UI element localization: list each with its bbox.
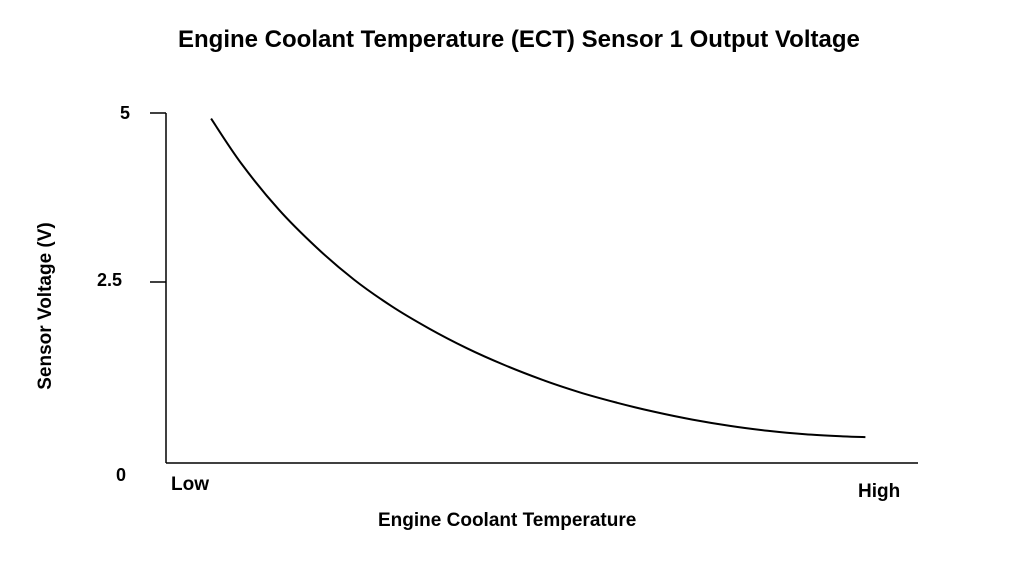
y-axis-label: Sensor Voltage (V) — [35, 222, 56, 390]
x-axis-label: Engine Coolant Temperature — [378, 510, 637, 531]
series-line-0 — [210, 118, 866, 439]
x-tick-label-low: Low — [171, 474, 209, 495]
y-tick-label-2-5: 2.5 — [96, 270, 122, 290]
y-tick-label-0: 0 — [115, 465, 126, 485]
y-tick-label-5: 5 — [119, 103, 130, 123]
chart-title: Engine Coolant Temperature (ECT) Sensor … — [178, 26, 860, 53]
series-layer — [210, 118, 866, 439]
x-tick-label-high: High — [858, 481, 901, 502]
